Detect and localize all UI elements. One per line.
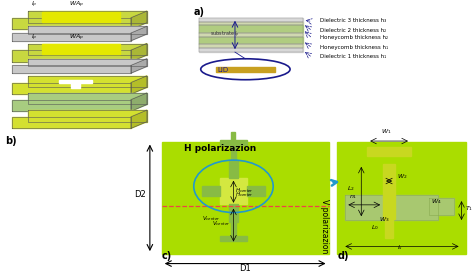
Text: $T_1$: $T_1$ <box>465 204 473 212</box>
Text: $L_0$: $L_0$ <box>371 223 379 232</box>
Text: $H_{center}$: $H_{center}$ <box>236 190 254 199</box>
Text: $V_{center}$: $V_{center}$ <box>212 219 230 228</box>
Text: D2: D2 <box>134 189 146 198</box>
Polygon shape <box>247 186 265 196</box>
Polygon shape <box>230 144 237 161</box>
Text: $W_3$: $W_3$ <box>379 215 390 224</box>
Polygon shape <box>131 59 147 73</box>
Polygon shape <box>131 76 147 94</box>
Text: Honeycomb thickness h₁: Honeycomb thickness h₁ <box>319 45 388 50</box>
Polygon shape <box>28 76 147 87</box>
Polygon shape <box>12 100 131 111</box>
Text: c): c) <box>162 251 172 261</box>
Polygon shape <box>199 18 303 22</box>
Polygon shape <box>12 66 131 73</box>
Text: Dielectric 2 thickness h₂: Dielectric 2 thickness h₂ <box>319 28 386 33</box>
Polygon shape <box>42 44 119 54</box>
Polygon shape <box>199 25 303 33</box>
Polygon shape <box>12 50 131 62</box>
Polygon shape <box>228 204 238 222</box>
Text: Honeycomb thickness h₂: Honeycomb thickness h₂ <box>319 35 388 40</box>
Text: $n_1$: $n_1$ <box>349 193 358 201</box>
Polygon shape <box>59 80 92 83</box>
Polygon shape <box>219 140 247 146</box>
Polygon shape <box>228 161 238 178</box>
Polygon shape <box>337 142 466 254</box>
Text: H polarizazion: H polarizazion <box>183 144 256 153</box>
Polygon shape <box>28 93 147 105</box>
Text: LID: LID <box>218 67 229 73</box>
Text: $WA_p$: $WA_p$ <box>70 32 84 43</box>
Polygon shape <box>429 198 454 215</box>
Polygon shape <box>385 219 393 238</box>
Polygon shape <box>219 236 247 241</box>
Polygon shape <box>199 48 303 52</box>
Polygon shape <box>199 37 303 44</box>
Polygon shape <box>28 26 147 34</box>
Polygon shape <box>131 110 147 128</box>
Polygon shape <box>12 18 131 29</box>
Polygon shape <box>12 33 131 41</box>
Polygon shape <box>131 11 147 29</box>
Text: $l_p$: $l_p$ <box>31 0 37 10</box>
Polygon shape <box>28 110 147 122</box>
Polygon shape <box>12 83 131 94</box>
Text: $H_{center}$: $H_{center}$ <box>236 186 254 195</box>
Polygon shape <box>383 164 395 219</box>
Text: D1: D1 <box>239 264 251 273</box>
Text: a): a) <box>193 7 205 17</box>
Polygon shape <box>131 43 147 62</box>
Text: $W_2$: $W_2$ <box>397 172 408 181</box>
Text: $V_{center}$: $V_{center}$ <box>202 214 220 222</box>
Text: d): d) <box>337 251 349 261</box>
Polygon shape <box>131 26 147 41</box>
Text: substrate $l_p$: substrate $l_p$ <box>210 30 240 40</box>
Text: $l_s$: $l_s$ <box>397 243 403 252</box>
Polygon shape <box>71 83 80 88</box>
Text: V polarizazion: V polarizazion <box>319 199 328 253</box>
Polygon shape <box>216 67 275 72</box>
Polygon shape <box>131 93 147 111</box>
Text: $L_2$: $L_2$ <box>347 185 355 194</box>
Polygon shape <box>28 11 147 23</box>
Text: b): b) <box>5 136 17 146</box>
Polygon shape <box>202 186 219 196</box>
Text: $l_p$: $l_p$ <box>31 32 37 43</box>
Polygon shape <box>28 59 147 66</box>
Text: $W_4$: $W_4$ <box>431 197 441 206</box>
Polygon shape <box>231 132 236 140</box>
Text: $W_1$: $W_1$ <box>381 127 392 136</box>
Polygon shape <box>199 22 303 25</box>
Polygon shape <box>346 195 438 220</box>
Polygon shape <box>230 222 237 236</box>
Polygon shape <box>162 142 328 254</box>
Text: Dielectric 3 thickness h₃: Dielectric 3 thickness h₃ <box>319 18 386 23</box>
Polygon shape <box>42 12 119 22</box>
Text: $WA_p$: $WA_p$ <box>70 0 84 10</box>
Polygon shape <box>12 117 131 128</box>
Polygon shape <box>367 147 411 156</box>
Text: Dielectric 1 thickness h₁: Dielectric 1 thickness h₁ <box>319 54 386 59</box>
Polygon shape <box>199 33 303 37</box>
Polygon shape <box>199 44 303 48</box>
Polygon shape <box>219 178 247 204</box>
Polygon shape <box>28 43 147 55</box>
